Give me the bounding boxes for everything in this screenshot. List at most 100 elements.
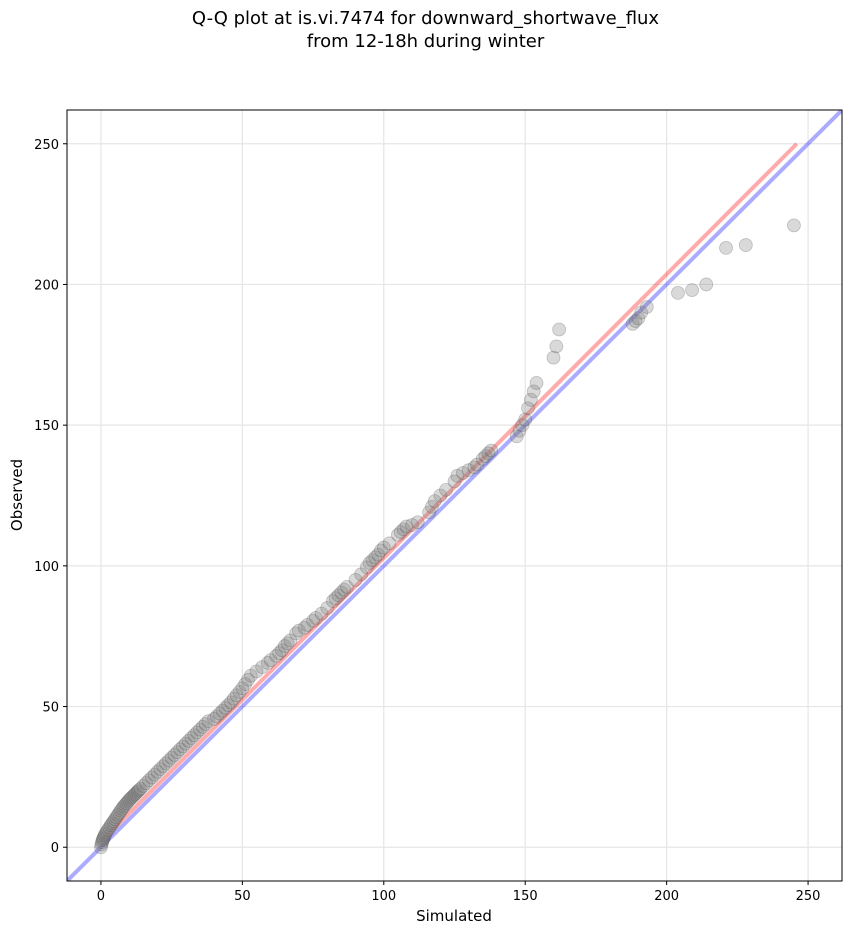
data-point <box>297 620 312 635</box>
data-point <box>241 672 255 687</box>
data-point <box>354 567 369 582</box>
data-point <box>101 822 115 837</box>
data-point <box>433 488 448 503</box>
data-point <box>97 828 112 843</box>
data-point <box>320 601 335 615</box>
data-point <box>108 812 122 826</box>
data-point <box>167 748 182 762</box>
data-point <box>738 238 753 252</box>
data-point <box>243 668 258 683</box>
data-point <box>529 376 544 390</box>
data-point <box>374 543 388 558</box>
data-point <box>348 573 363 587</box>
data-point <box>393 525 408 539</box>
data-point <box>518 412 533 427</box>
data-point <box>123 791 138 806</box>
data-point <box>263 653 278 668</box>
data-point <box>126 788 141 803</box>
y-tick-label: 50 <box>42 701 59 716</box>
data-point <box>201 714 216 729</box>
data-point <box>94 840 108 855</box>
data-point <box>526 384 541 399</box>
data-point <box>161 753 176 768</box>
data-point <box>631 311 646 326</box>
data-point <box>515 418 530 433</box>
data-point <box>289 626 304 641</box>
data-point <box>120 794 135 809</box>
y-tick-label: 0 <box>51 841 59 856</box>
data-point <box>275 643 289 658</box>
data-point <box>447 474 462 489</box>
data-point <box>142 773 156 788</box>
data-point <box>98 826 113 841</box>
data-point <box>106 814 121 829</box>
x-tick-label: 100 <box>371 889 396 904</box>
data-point <box>470 457 485 472</box>
data-point <box>122 793 137 807</box>
data-point <box>102 820 117 835</box>
y-axis-label: Observed <box>8 459 26 531</box>
data-point <box>382 536 397 551</box>
data-point <box>552 322 567 337</box>
data-point <box>136 778 151 793</box>
data-point <box>195 719 210 734</box>
data-point <box>719 240 733 255</box>
y-tick-label: 100 <box>34 560 59 575</box>
x-axis-label: Simulated <box>416 907 492 925</box>
data-point <box>427 494 442 509</box>
data-point <box>173 742 188 757</box>
data-point <box>512 423 527 438</box>
data-point <box>422 505 436 520</box>
data-point <box>235 681 250 696</box>
data-point <box>376 540 391 555</box>
data-point <box>105 816 120 831</box>
data-point <box>325 594 340 608</box>
data-point <box>478 449 493 464</box>
data-point <box>132 783 147 798</box>
data-point <box>277 639 292 653</box>
data-point <box>187 728 202 743</box>
data-point <box>456 466 470 480</box>
data-point <box>144 770 159 785</box>
data-point <box>334 585 349 600</box>
data-point <box>99 824 114 839</box>
data-point <box>439 482 453 497</box>
chart-title-line-1: Q-Q plot at is.vi.7474 for downward_shor… <box>191 8 660 29</box>
data-point <box>207 712 221 726</box>
data-point <box>127 787 142 802</box>
data-point <box>129 786 144 800</box>
one-to-one-line <box>67 110 842 881</box>
y-tick-label: 150 <box>34 419 59 434</box>
data-point <box>371 547 386 562</box>
x-tick-label: 200 <box>654 889 679 904</box>
data-point <box>699 277 714 292</box>
chart-title-line-2: from 12-18h during winter <box>306 31 545 52</box>
x-tick-label: 250 <box>796 889 821 904</box>
data-point <box>229 688 244 703</box>
data-point <box>424 499 439 514</box>
data-point <box>475 452 490 466</box>
data-point <box>365 553 380 568</box>
data-point <box>130 784 145 799</box>
data-point <box>337 582 352 597</box>
data-point <box>156 759 171 774</box>
data-point <box>178 736 193 751</box>
data-point <box>260 656 275 670</box>
axis-ticks: 0 50 100 150 200 250 0 50 100 150 200 250 <box>34 138 820 904</box>
y-tick-label: 250 <box>34 138 59 153</box>
data-point <box>249 664 264 679</box>
data-point <box>115 801 130 816</box>
data-point <box>314 606 329 621</box>
x-tick-label: 50 <box>234 889 251 904</box>
data-point <box>113 803 128 818</box>
data-point <box>238 677 253 691</box>
data-point <box>521 401 535 416</box>
data-points <box>94 218 801 855</box>
data-point <box>133 781 148 796</box>
data-point <box>628 314 643 328</box>
data-point <box>300 618 315 632</box>
data-point <box>255 660 270 675</box>
data-point <box>450 468 465 483</box>
data-point <box>484 443 499 458</box>
